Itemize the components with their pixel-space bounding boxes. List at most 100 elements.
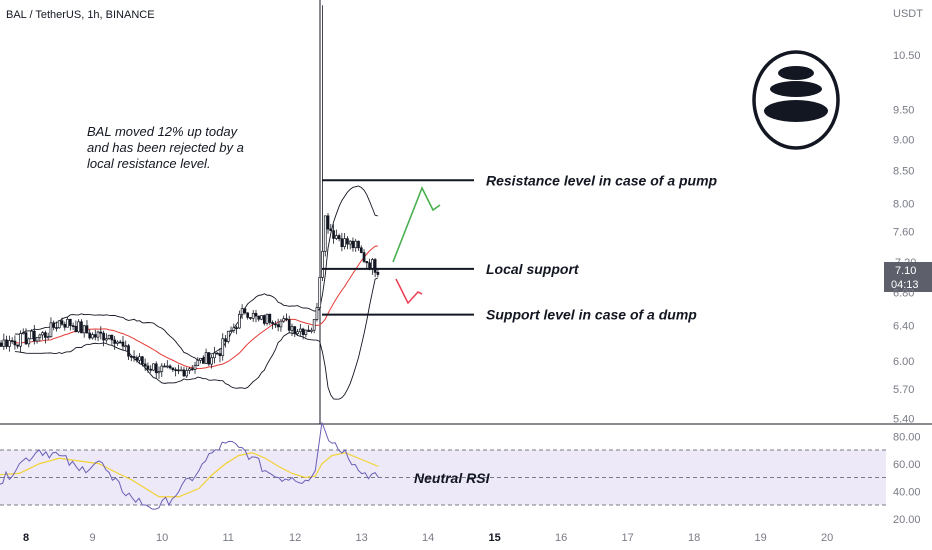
candle-body [359,247,363,253]
price-tick-4: 8.00 [893,199,914,211]
candle-body [213,352,216,359]
candle-body [129,355,133,358]
time-tick-11: 19 [755,532,767,544]
candle-body [334,235,338,239]
candle-body [32,330,36,342]
candle-body [49,322,53,337]
candle-body [312,319,316,331]
candlesticks [0,5,380,379]
balancer-logo[interactable] [752,50,840,150]
candle-body [262,315,266,324]
candle-body [351,240,355,249]
time-tick-1: 9 [90,532,96,544]
candle-body [8,340,11,347]
time-tick-12: 20 [821,532,833,544]
candle-body [190,368,194,371]
logo-stone-top [778,66,814,80]
candle-body [57,320,61,329]
candle-body [207,352,211,365]
candle-body [46,336,50,338]
candle-body [182,369,186,377]
candle-body [332,230,335,239]
time-tick-7: 15 [489,532,501,544]
candle-body [232,327,236,331]
price-levels: Resistance level in case of a pump Local … [322,172,718,323]
time-tick-0: 8 [23,532,29,544]
candle-body [0,342,3,347]
candle-body [193,365,197,370]
candle-body [326,215,330,230]
candle-body [368,262,371,269]
candle-body [226,330,230,342]
candle-body [116,341,119,344]
candle-body [346,238,349,245]
note-line-3: local resistance level. [87,156,211,171]
candle-body [365,261,369,264]
candle-body [265,313,269,324]
candle-body [290,326,294,331]
note-line-2: and has been rejected by a [87,140,244,155]
candle-body [2,339,6,347]
candle-body [243,308,247,314]
candle-body [296,331,299,335]
candle-body [343,238,346,247]
candle-body [168,365,172,369]
current-price-tag [884,262,932,292]
candle-body [348,240,352,245]
rsi-tick-2: 40.00 [893,486,921,498]
candle-body [82,325,86,334]
time-tick-3: 11 [223,532,234,544]
candle-body [321,250,324,278]
candle-body [276,324,280,328]
candle-body [171,367,175,370]
candle-body [66,318,69,328]
direction-arrows [392,186,441,305]
candle-body [340,238,344,247]
time-tick-4: 12 [289,532,301,544]
candle-body [35,336,39,342]
candle-body [132,356,136,358]
logo-stone-middle [770,81,822,97]
price-tick-3: 8.50 [893,166,914,178]
candle-body [357,240,360,249]
candle-body [304,329,308,335]
candle-body [5,339,8,347]
candle-body [96,331,100,338]
level-label-2: Support level in case of a dump [486,307,697,323]
candle-body [310,329,313,332]
candle-body [113,339,117,344]
candle-body [238,314,241,329]
candle-body [229,330,233,332]
candle-body [157,371,161,374]
price-tick-8: 6.00 [893,356,914,368]
candle-body [254,312,258,317]
candle-body [260,315,263,320]
rsi-line [0,422,379,510]
time-tick-5: 13 [356,532,368,544]
time-tick-6: 14 [422,532,434,544]
candle-body [160,365,164,372]
candle-body [16,344,20,347]
candle-body [121,341,125,347]
note-line-1: BAL moved 12% up today [87,124,239,139]
candle-body [60,320,64,325]
arrow-down-red [395,278,423,305]
time-tick-9: 17 [622,532,634,544]
candle-body [307,329,310,332]
price-tick-1: 9.50 [893,105,914,117]
price-tick-0: 10.50 [893,50,921,62]
candle-body [143,363,147,367]
candle-body [110,334,114,341]
candle-body [138,356,141,361]
candle-body [99,331,103,334]
candle-body [165,365,169,368]
rsi-tick-1: 60.00 [893,459,921,471]
bollinger-lower [14,277,379,400]
candle-body [282,318,286,322]
candle-body [204,352,208,364]
candle-body [373,259,377,273]
candle-body [163,365,166,368]
candle-body [293,326,297,335]
price-tick-9: 5.70 [893,384,914,396]
candle-body [19,333,22,347]
